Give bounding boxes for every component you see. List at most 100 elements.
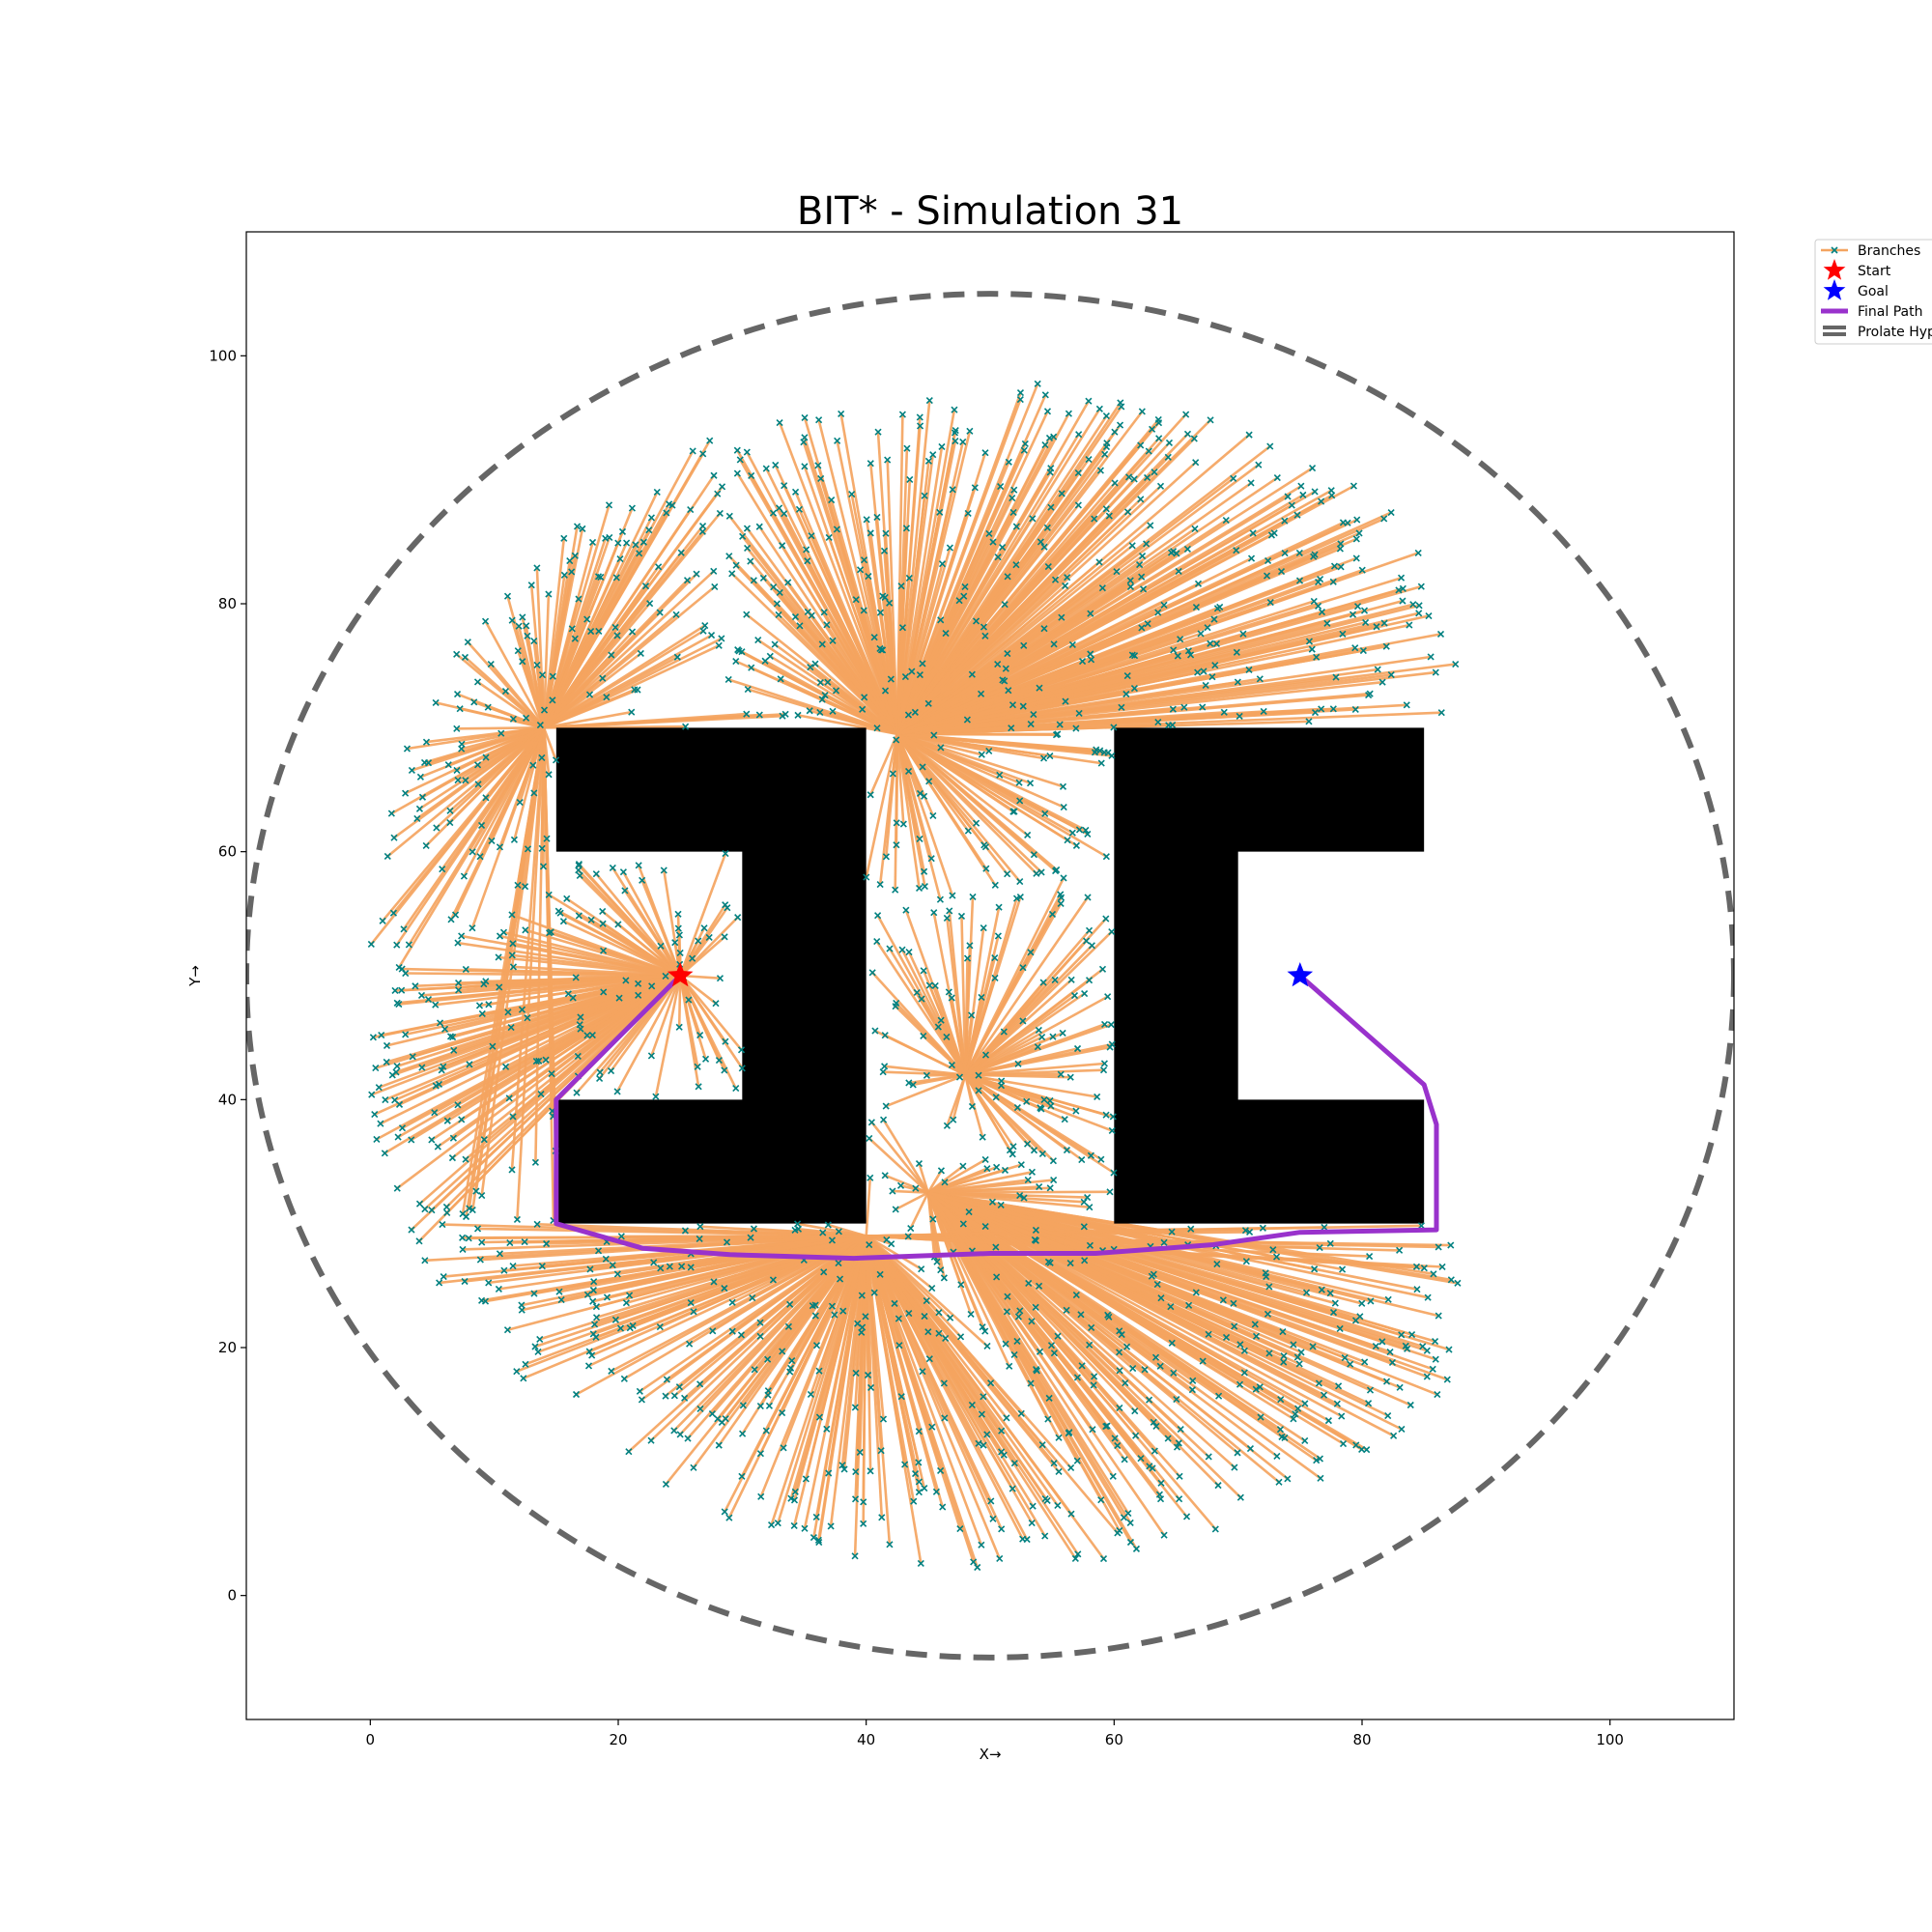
tree-node-marker	[513, 1215, 521, 1223]
tree-node-marker	[538, 671, 547, 679]
branch-edge	[688, 1235, 867, 1346]
tree-node-marker	[509, 1262, 517, 1270]
tree-node-marker	[695, 1083, 702, 1091]
tree-node-marker	[790, 1496, 799, 1504]
tree-node-marker	[1016, 389, 1025, 397]
tree-node-marker	[1329, 1309, 1338, 1317]
tree-node-marker	[1245, 666, 1253, 673]
tree-node-marker	[1010, 1460, 1018, 1467]
tree-node-marker	[696, 1405, 704, 1412]
tree-node-marker	[1017, 1409, 1025, 1417]
tree-node-marker	[1222, 1333, 1231, 1342]
branch-edge	[542, 486, 724, 729]
tree-node-marker	[940, 1379, 948, 1387]
tree-node-marker	[415, 1237, 423, 1245]
tree-node-marker	[1239, 630, 1247, 638]
tree-node-marker	[906, 475, 914, 484]
tree-node-marker	[415, 1200, 424, 1208]
branch-edge	[821, 643, 898, 735]
tree-node-marker	[809, 1302, 816, 1310]
tree-node-marker	[1111, 479, 1119, 487]
branch-edge	[964, 1023, 1112, 1076]
tree-node-marker	[481, 617, 490, 625]
tree-node-marker	[945, 988, 952, 996]
tree-node-marker	[1129, 1365, 1137, 1373]
tree-node-marker	[979, 1323, 986, 1331]
tree-node-marker	[933, 1258, 941, 1265]
tree-node-marker	[848, 491, 856, 498]
legend-entry-ellipse: Prolate Hyp	[1823, 325, 1932, 340]
tree-node-marker	[1214, 1482, 1222, 1490]
branch-edge	[542, 542, 628, 728]
tree-node-marker	[1085, 397, 1093, 405]
branch-edge	[543, 631, 634, 729]
tree-node-marker	[825, 533, 833, 542]
tree-node-marker	[619, 868, 627, 876]
tree-node-marker	[1315, 1379, 1323, 1387]
tree-node-marker	[1051, 976, 1059, 983]
tree-node-marker	[639, 876, 646, 884]
tree-node-marker	[907, 1224, 915, 1233]
tree-node-marker	[518, 1301, 526, 1309]
tree-node-marker	[662, 1480, 669, 1489]
tree-node-marker	[955, 1073, 964, 1081]
tree-node-marker	[1155, 1491, 1163, 1498]
branch-edge	[904, 909, 967, 1076]
tree-node-marker	[1230, 1299, 1237, 1307]
tree-node-marker	[487, 660, 495, 668]
tree-node-marker	[1138, 624, 1146, 632]
tree-node-marker	[495, 953, 502, 961]
tree-node-marker	[956, 1333, 965, 1341]
tree-node-marker	[1131, 652, 1139, 660]
tree-node-marker	[915, 1459, 923, 1466]
tree-node-marker	[754, 636, 762, 644]
branch-edge	[927, 1191, 1158, 1286]
tree-node-marker	[934, 1023, 942, 1031]
tree-node-marker	[1353, 516, 1361, 524]
branch-edge	[679, 975, 721, 1062]
tree-node-marker	[608, 1367, 615, 1375]
tree-node-marker	[915, 1478, 923, 1486]
tree-node-marker	[1436, 630, 1445, 638]
tree-node-marker	[996, 771, 1004, 779]
tree-node-marker	[1098, 965, 1107, 973]
branch-edge	[678, 1235, 867, 1388]
tree-node-marker	[590, 1321, 599, 1328]
tree-node-marker	[434, 1143, 441, 1151]
tree-node-marker	[1331, 1299, 1339, 1307]
tree-node-marker	[391, 986, 399, 994]
tree-node-marker	[923, 1297, 930, 1305]
tree-node-marker	[762, 1427, 770, 1435]
tree-node-marker	[1000, 1451, 1008, 1459]
tree-node-marker	[1173, 550, 1180, 557]
tree-node-marker	[687, 505, 695, 514]
tree-node-marker	[1030, 1147, 1038, 1154]
branch-edge	[952, 1074, 967, 1121]
tree-node-marker	[585, 691, 594, 698]
y-tick-label: 100	[209, 347, 237, 364]
tree-node-marker	[1012, 895, 1021, 902]
tree-node-marker	[656, 1322, 664, 1331]
branch-edge	[516, 727, 546, 1220]
tree-node-marker	[1049, 1157, 1057, 1165]
tree-node-marker	[377, 1120, 384, 1127]
tree-node-marker	[895, 1342, 903, 1350]
branch-edge	[896, 633, 1441, 736]
branch-edge	[896, 732, 982, 756]
branch-edge	[896, 633, 1344, 736]
tree-node-marker	[1387, 671, 1395, 679]
branch-edge	[927, 1191, 1188, 1246]
tree-node-marker	[1004, 1293, 1011, 1300]
tree-node-marker	[949, 486, 956, 494]
tree-node-marker	[568, 625, 576, 633]
tree-node-marker	[1311, 708, 1320, 717]
tree-node-marker	[721, 933, 728, 941]
legend-swatch-node	[1831, 246, 1838, 254]
tree-node-marker	[776, 419, 783, 427]
tree-node-marker	[1154, 718, 1162, 726]
tree-node-marker	[919, 660, 926, 668]
branch-edge	[402, 726, 546, 930]
tree-node-marker	[1251, 1321, 1259, 1328]
tree-node-marker	[1128, 542, 1136, 550]
